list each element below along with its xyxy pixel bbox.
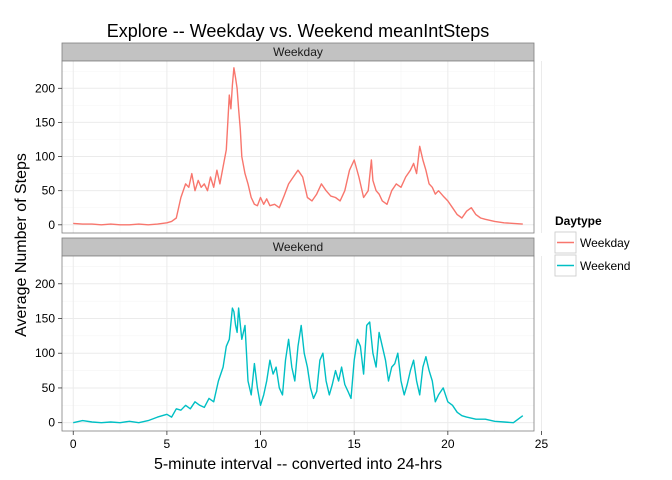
chart-title: Explore -- Weekday vs. Weekend meanIntSt… xyxy=(107,21,490,41)
y-tick-label: 0 xyxy=(48,218,55,232)
y-tick-label: 50 xyxy=(42,184,56,198)
y-tick-label: 100 xyxy=(35,346,55,360)
legend-key-weekday: Weekday xyxy=(554,231,630,254)
legend-label-weekend: Weekend xyxy=(580,259,630,273)
x-tick-label: 5 xyxy=(164,437,171,451)
legend: Daytype Weekday Weekend xyxy=(554,214,630,277)
y-tick-label: 0 xyxy=(48,416,55,430)
y-tick-label: 100 xyxy=(35,150,55,164)
legend-title: Daytype xyxy=(555,214,602,228)
x-tick-label: 0 xyxy=(70,437,77,451)
legend-label-weekday: Weekday xyxy=(580,236,630,250)
facet-panel-weekend: Weekend 0 50 100 150 200 0 5 10 15 20 25 xyxy=(35,237,549,451)
facet-panels: Weekday 0 50 100 150 200 Weekend 0 50 100 150 200 0 5… xyxy=(35,42,549,451)
y-tick-label: 150 xyxy=(35,312,55,326)
y-tick-label: 150 xyxy=(35,115,55,129)
panel-background xyxy=(62,61,534,233)
panel-border xyxy=(61,60,535,234)
x-axis-title: 5-minute interval -- converted into 24-h… xyxy=(154,456,442,473)
y-axis-title: Average Number of Steps xyxy=(13,153,30,337)
legend-key-weekend: Weekend xyxy=(554,254,630,277)
x-tick-label: 25 xyxy=(535,437,549,451)
series-line-weekend xyxy=(73,307,524,424)
y-tick-label: 200 xyxy=(35,81,55,95)
facet-strip-label: Weekday xyxy=(273,45,323,59)
facet-strip-label: Weekend xyxy=(273,240,323,254)
y-tick-label: 50 xyxy=(42,381,56,395)
x-tick-label: 15 xyxy=(348,437,362,451)
y-tick-label: 200 xyxy=(35,277,55,291)
series-line-weekday xyxy=(73,67,523,226)
facet-panel-weekday: Weekday 0 50 100 150 200 xyxy=(35,42,542,234)
panel-border xyxy=(61,255,535,432)
x-tick-label: 20 xyxy=(441,437,455,451)
x-tick-label: 10 xyxy=(254,437,268,451)
